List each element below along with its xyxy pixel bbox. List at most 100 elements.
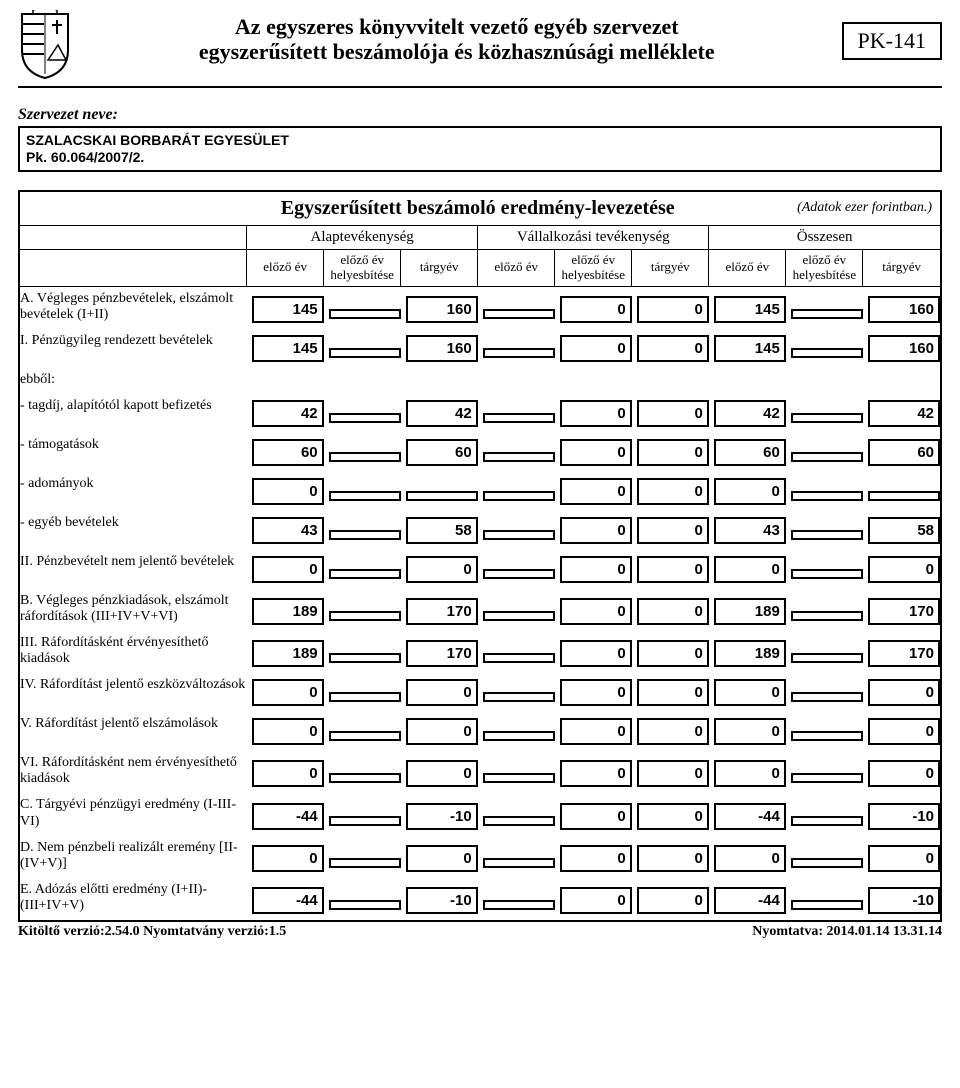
- value-box: 0: [252, 760, 324, 787]
- value-cell: [478, 368, 555, 394]
- value-box: 0: [560, 517, 632, 544]
- value-cell: [324, 712, 401, 751]
- row-label: D. Nem pénzbeli realizált eremény [II-(I…: [20, 836, 247, 878]
- sub-header-row: előző év előző évhelyesbítése tárgyév el…: [20, 249, 940, 286]
- value-cell: 145: [709, 329, 786, 368]
- value-cell: 0: [863, 673, 940, 712]
- value-cell: [324, 793, 401, 835]
- value-cell: 160: [863, 286, 940, 329]
- value-box: [791, 569, 863, 579]
- value-cell: [786, 329, 863, 368]
- value-cell: [478, 394, 555, 433]
- value-cell: [478, 329, 555, 368]
- value-box: 0: [637, 598, 709, 625]
- colhead: előző év: [478, 249, 555, 286]
- value-box: 0: [637, 845, 709, 872]
- value-box: 42: [406, 400, 478, 427]
- col-group-ossz: Összesen: [709, 225, 940, 249]
- value-cell: [401, 368, 478, 394]
- value-cell: [478, 550, 555, 589]
- value-box: [329, 413, 401, 423]
- value-cell: 0: [555, 511, 632, 550]
- value-box: 0: [714, 679, 786, 706]
- value-cell: 0: [247, 751, 324, 793]
- value-cell: [478, 511, 555, 550]
- value-box: 42: [252, 400, 324, 427]
- value-box: [406, 491, 478, 501]
- value-box: 42: [868, 400, 940, 427]
- value-box: 0: [868, 760, 940, 787]
- value-cell: [786, 673, 863, 712]
- value-cell: [478, 631, 555, 673]
- value-box: 0: [560, 803, 632, 830]
- value-cell: 145: [247, 286, 324, 329]
- value-box: 60: [868, 439, 940, 466]
- value-cell: [786, 793, 863, 835]
- colhead: előző évhelyesbítése: [786, 249, 863, 286]
- row-label: B. Végleges pénzkiadások, elszámolt ráfo…: [20, 589, 247, 631]
- value-cell: 58: [401, 511, 478, 550]
- value-cell: 189: [247, 631, 324, 673]
- value-cell: 0: [863, 712, 940, 751]
- table-units: (Adatok ezer forintban.): [709, 192, 940, 226]
- value-box: [329, 348, 401, 358]
- value-cell: [324, 550, 401, 589]
- value-cell: 0: [555, 712, 632, 751]
- value-cell: [786, 589, 863, 631]
- value-box: [483, 569, 555, 579]
- value-cell: [786, 751, 863, 793]
- value-box: 0: [252, 845, 324, 872]
- value-cell: [324, 878, 401, 920]
- value-box: [483, 611, 555, 621]
- value-box: 0: [252, 718, 324, 745]
- value-cell: 189: [709, 589, 786, 631]
- value-cell: [478, 793, 555, 835]
- value-box: -10: [406, 803, 478, 830]
- value-cell: 0: [709, 673, 786, 712]
- value-box: [483, 452, 555, 462]
- value-box: [791, 348, 863, 358]
- value-cell: 42: [709, 394, 786, 433]
- value-cell: 160: [401, 329, 478, 368]
- value-box: 0: [637, 556, 709, 583]
- table-row: - egyéb bevételek4358004358: [20, 511, 940, 550]
- value-box: 0: [406, 679, 478, 706]
- value-cell: [324, 631, 401, 673]
- value-box: 0: [560, 296, 632, 323]
- value-cell: 0: [632, 712, 709, 751]
- value-box: [791, 773, 863, 783]
- row-label: II. Pénzbevételt nem jelentő bevételek: [20, 550, 247, 589]
- value-cell: [632, 368, 709, 394]
- value-box: 0: [560, 887, 632, 914]
- value-cell: [709, 368, 786, 394]
- value-box: 170: [868, 640, 940, 667]
- value-cell: 0: [555, 878, 632, 920]
- row-label: V. Ráfordítást jelentő elszámolások: [20, 712, 247, 751]
- value-cell: 0: [632, 793, 709, 835]
- row-label: - adományok: [20, 472, 247, 511]
- value-box: 160: [406, 296, 478, 323]
- value-box: 0: [714, 845, 786, 872]
- value-cell: 42: [863, 394, 940, 433]
- table-row: I. Pénzügyileg rendezett bevételek145160…: [20, 329, 940, 368]
- table-row: B. Végleges pénzkiadások, elszámolt ráfo…: [20, 589, 940, 631]
- value-box: 60: [406, 439, 478, 466]
- value-box: [329, 569, 401, 579]
- col-group-alap: Alaptevékenység: [247, 225, 478, 249]
- value-cell: [478, 472, 555, 511]
- value-cell: [786, 286, 863, 329]
- value-cell: 0: [632, 836, 709, 878]
- value-box: 0: [637, 718, 709, 745]
- table-row: C. Tárgyévi pénzügyi eredmény (I-III-VI)…: [20, 793, 940, 835]
- value-box: 0: [868, 556, 940, 583]
- value-cell: 0: [555, 329, 632, 368]
- value-box: [791, 653, 863, 663]
- value-cell: 0: [555, 673, 632, 712]
- value-cell: 0: [555, 836, 632, 878]
- value-cell: 0: [555, 751, 632, 793]
- value-cell: 0: [632, 550, 709, 589]
- value-box: -44: [252, 887, 324, 914]
- value-cell: 0: [555, 589, 632, 631]
- value-cell: -10: [863, 793, 940, 835]
- value-box: 189: [714, 598, 786, 625]
